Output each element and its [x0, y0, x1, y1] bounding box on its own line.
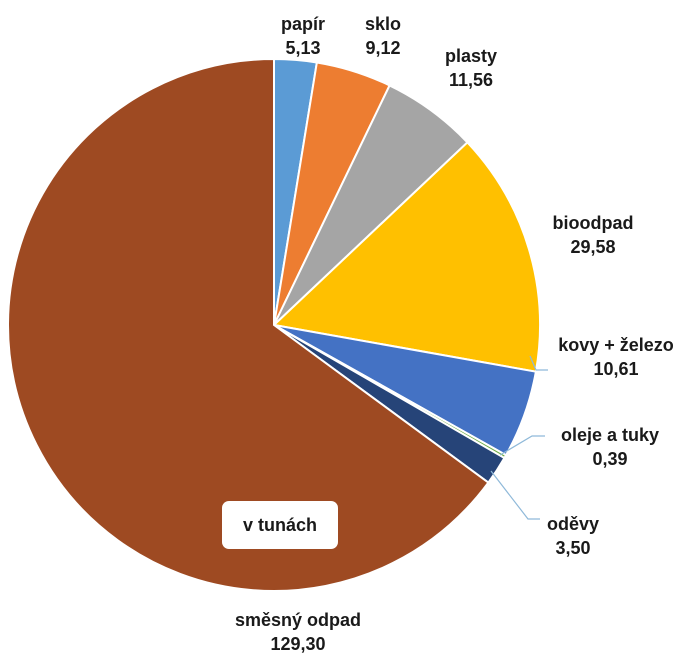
label-oleje-name: oleje a tuky: [560, 425, 660, 445]
label-kovy-name: kovy + železo: [558, 335, 674, 355]
pie-slice-3: [271, 140, 541, 373]
label-sklo-value: 9,12: [365, 38, 401, 58]
leader-line-kovy: [529, 355, 548, 371]
unit-note-box: v tunách: [222, 501, 338, 549]
label-odevy-name: oděvy: [546, 514, 600, 534]
pie-slice-7: [7, 57, 490, 592]
label-kovy-value: 10,61: [593, 359, 639, 379]
label-bioodpad: bioodpad 29,58: [553, 211, 634, 259]
label-papir-value: 5,13: [285, 38, 321, 58]
unit-note: v tunách: [242, 514, 317, 535]
label-oleje: oleje a tuky 0,39: [561, 423, 659, 471]
leader-line-oleje: [499, 435, 545, 456]
label-odevy-value: 3,50: [555, 538, 591, 558]
label-plasty-name: plasty: [444, 46, 498, 66]
label-sklo: sklo 9,12: [365, 12, 401, 60]
label-papir-name: papír: [280, 14, 326, 34]
label-plasty-value: 11,56: [448, 70, 494, 90]
label-papir: papír 5,13: [281, 12, 325, 60]
label-smesny-value: 129,30: [270, 634, 326, 654]
label-plasty: plasty 11,56: [445, 44, 497, 92]
leader-line-odevy: [490, 470, 540, 520]
label-smesny-name: směsný odpad: [234, 610, 362, 630]
label-bioodpad-name: bioodpad: [552, 213, 634, 233]
label-sklo-name: sklo: [364, 14, 402, 34]
label-odevy: oděvy 3,50: [547, 512, 599, 560]
label-kovy: kovy + železo 10,61: [558, 333, 674, 381]
label-smesny-odpad: směsný odpad 129,30: [235, 608, 361, 656]
label-bioodpad-value: 29,58: [570, 237, 616, 257]
label-oleje-value: 0,39: [592, 449, 628, 469]
